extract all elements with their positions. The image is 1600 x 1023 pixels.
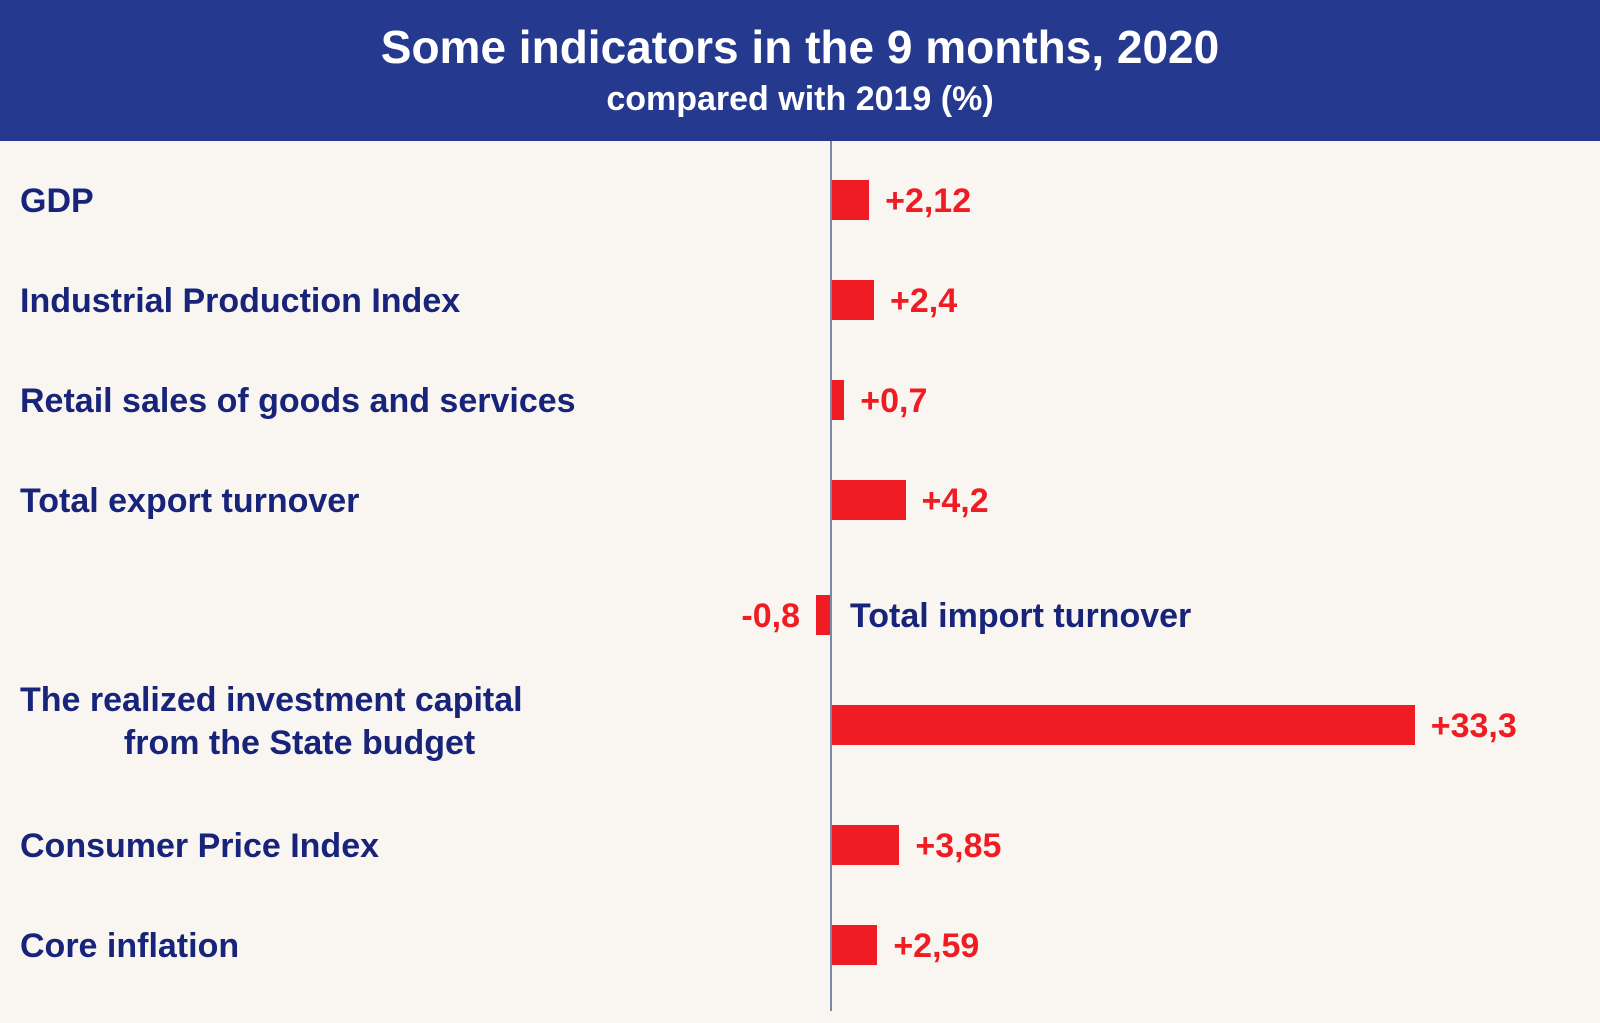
bar-value: +4,2 bbox=[922, 482, 989, 521]
bar bbox=[832, 180, 869, 220]
bar-label: The realized investment capital from the… bbox=[20, 679, 523, 764]
chart-title: Some indicators in the 9 months, 2020 bbox=[0, 20, 1600, 74]
bar bbox=[832, 480, 906, 520]
bar bbox=[832, 825, 899, 865]
bar-value: +2,4 bbox=[890, 282, 957, 321]
bar bbox=[832, 280, 874, 320]
chart-row: -0,8 Total import turnover bbox=[0, 591, 1600, 639]
chart-row: +33,3The realized investment capital fro… bbox=[0, 701, 1600, 749]
bar-value: +33,3 bbox=[1431, 707, 1517, 746]
chart-header: Some indicators in the 9 months, 2020 co… bbox=[0, 0, 1600, 141]
bar-label: GDP bbox=[20, 182, 94, 221]
bar-label: Consumer Price Index bbox=[20, 827, 379, 866]
bar-label: Core inflation bbox=[20, 927, 239, 966]
bar-value: +3,85 bbox=[915, 827, 1001, 866]
chart-row: +2,4 Industrial Production Index bbox=[0, 276, 1600, 324]
indicators-chart: +2,12GDP+2,4Industrial Production Index+… bbox=[0, 141, 1600, 1011]
chart-row: +0,7 Retail sales of goods and services bbox=[0, 376, 1600, 424]
bar-label: Retail sales of goods and services bbox=[20, 382, 576, 421]
bar-label: Total import turnover bbox=[850, 597, 1191, 636]
bar bbox=[832, 380, 844, 420]
bar-value: +2,59 bbox=[893, 927, 979, 966]
bar-value: -0,8 bbox=[741, 597, 800, 636]
bar-label: Industrial Production Index bbox=[20, 282, 460, 321]
chart-row: +2,12 GDP bbox=[0, 176, 1600, 224]
chart-row: +4,2 Total export turnover bbox=[0, 476, 1600, 524]
bar-value: +2,12 bbox=[885, 182, 971, 221]
bar-value: +0,7 bbox=[860, 382, 927, 421]
zero-axis bbox=[830, 141, 832, 1011]
bar bbox=[816, 595, 830, 635]
chart-row: +2,59 Core inflation bbox=[0, 921, 1600, 969]
bar bbox=[832, 925, 877, 965]
chart-subtitle: compared with 2019 (%) bbox=[0, 80, 1600, 119]
bar bbox=[832, 705, 1415, 745]
chart-row: +3,85 Consumer Price Index bbox=[0, 821, 1600, 869]
bar-label: Total export turnover bbox=[20, 482, 359, 521]
